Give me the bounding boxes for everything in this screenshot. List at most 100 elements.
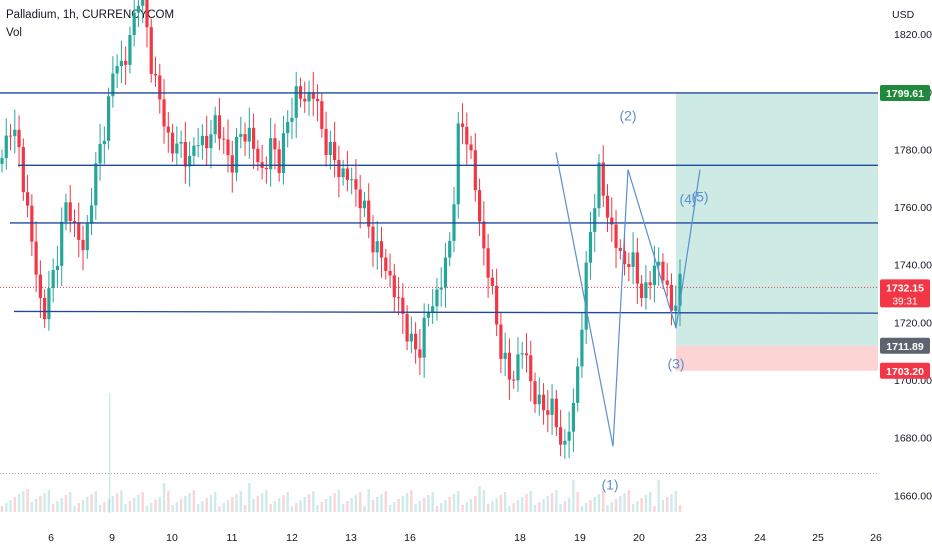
- volume-bar: [414, 504, 417, 512]
- candle: [94, 151, 98, 220]
- candle: [55, 245, 60, 288]
- time-axis-label: 23: [695, 532, 707, 544]
- candle-body: [559, 427, 563, 445]
- candle: [107, 87, 111, 150]
- candle: [452, 187, 456, 253]
- candle: [665, 263, 669, 297]
- candle-body: [661, 261, 665, 281]
- candle-body: [546, 410, 550, 415]
- volume-bar: [610, 502, 613, 512]
- candle-body: [200, 135, 205, 146]
- candle-body: [136, 5, 141, 13]
- volume-bar: [606, 505, 609, 512]
- candle-body: [149, 27, 153, 74]
- candle-body: [34, 241, 38, 275]
- candle-body: [593, 208, 597, 232]
- volume-bar: [94, 491, 98, 512]
- candle-body: [422, 317, 426, 358]
- volume-bar: [26, 489, 29, 512]
- candle-body: [371, 226, 375, 253]
- candle-body: [631, 252, 635, 267]
- candle: [584, 251, 588, 345]
- candle: [618, 239, 622, 260]
- volume-bar: [312, 491, 315, 512]
- candle: [162, 79, 166, 144]
- candle: [674, 285, 678, 329]
- symbol-title[interactable]: Palladium, 1h, CURRENCYCOM: [6, 9, 175, 21]
- time-axis-label: 11: [227, 532, 238, 544]
- volume-bar: [376, 497, 379, 512]
- candle: [520, 341, 524, 369]
- price-axis-label: 1720.00: [894, 317, 932, 329]
- volume-bar: [171, 505, 174, 512]
- candle: [588, 211, 593, 280]
- candle: [465, 112, 469, 165]
- candle-body: [333, 141, 337, 161]
- candle: [226, 119, 230, 173]
- candle-body: [345, 168, 349, 180]
- candle-body: [388, 270, 392, 276]
- candle-body: [94, 163, 98, 206]
- volume-bar: [563, 501, 567, 512]
- volume-indicator-label[interactable]: Vol: [6, 27, 22, 39]
- volume-bar: [81, 500, 85, 512]
- candle-body: [354, 179, 358, 190]
- candle-body: [396, 297, 401, 299]
- candle-body: [68, 202, 72, 221]
- volume-bar: [337, 490, 341, 512]
- candle: [631, 232, 635, 285]
- candle: [213, 106, 217, 143]
- candle-body: [439, 287, 443, 290]
- elliott-wave-path: [555, 152, 701, 447]
- candle-body: [375, 241, 379, 253]
- volume-bar: [538, 502, 541, 512]
- wave-label-2: (2): [619, 108, 636, 124]
- candle: [576, 357, 580, 412]
- candle: [307, 80, 311, 116]
- candle-body: [379, 241, 384, 258]
- candle: [222, 127, 226, 154]
- candle: [431, 288, 435, 325]
- candle: [614, 210, 618, 269]
- candle: [102, 126, 106, 165]
- volume-bar: [115, 493, 119, 512]
- candle-body: [213, 115, 217, 135]
- volume-bar-spike: [109, 393, 111, 513]
- candle: [354, 159, 358, 207]
- volume-bar: [380, 494, 383, 512]
- volume-bar: [350, 498, 353, 512]
- candle-body: [239, 134, 243, 137]
- candle-body: [188, 155, 192, 167]
- candle-body: [392, 275, 396, 298]
- candle: [89, 188, 94, 236]
- candle: [345, 151, 349, 192]
- candle-body: [435, 289, 439, 307]
- candle-body: [533, 381, 537, 405]
- candle: [200, 124, 205, 160]
- candle-body: [384, 257, 388, 271]
- candle-body: [605, 195, 610, 218]
- candle: [85, 215, 89, 259]
- candle: [507, 338, 512, 400]
- candle-body: [107, 96, 111, 141]
- volume-bar: [529, 491, 532, 512]
- volume-bar: [256, 496, 260, 512]
- time-axis-label: 24: [754, 532, 766, 544]
- candle-body: [426, 312, 431, 318]
- volume-bar: [636, 501, 639, 512]
- volume-bar: [448, 497, 451, 512]
- volume-bar: [516, 500, 520, 512]
- candle: [64, 193, 68, 231]
- candle-body: [307, 92, 311, 102]
- volume-bar: [154, 500, 157, 512]
- candle: [269, 117, 273, 187]
- candle-body: [640, 283, 644, 299]
- volume-bar: [657, 480, 660, 512]
- candle-body: [495, 285, 499, 325]
- candle: [290, 97, 294, 140]
- candle-body: [456, 123, 460, 205]
- current-price-badge: 1732.15: [880, 279, 930, 308]
- volume-bar: [469, 499, 473, 512]
